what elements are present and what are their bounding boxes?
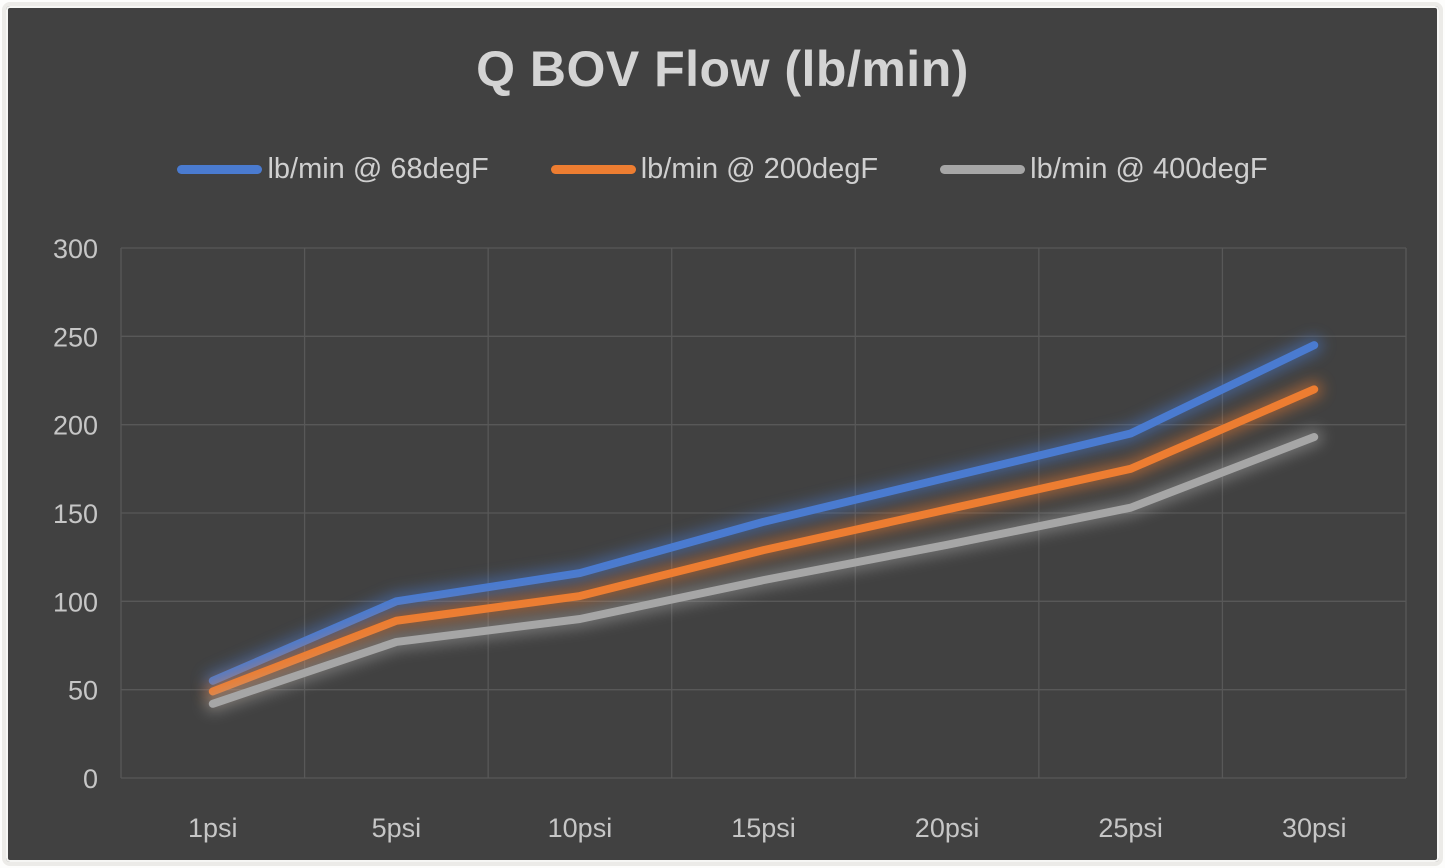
y-tick-label: 150	[53, 499, 98, 529]
x-tick-label: 15psi	[731, 813, 796, 843]
grid-layer	[120, 247, 1407, 779]
y-tick-label: 50	[68, 676, 98, 706]
y-tick-label: 0	[83, 764, 98, 794]
x-tick-label: 1psi	[188, 813, 238, 843]
y-tick-label: 300	[53, 234, 98, 264]
series-line-2	[208, 433, 1319, 708]
legend-label-200degF: lb/min @ 200degF	[640, 152, 879, 185]
y-tick-label: 200	[53, 411, 98, 441]
legend-item-400degF: lb/min @ 400degF	[940, 152, 1268, 186]
series-glow-2	[204, 428, 1323, 713]
legend-swatch-400degF	[940, 164, 1026, 174]
x-tick-label: 5psi	[372, 813, 422, 843]
series-layer	[204, 336, 1323, 713]
x-tick-label: 10psi	[548, 813, 613, 843]
series-line-0	[208, 341, 1319, 685]
legend-swatch-200degF	[550, 164, 636, 174]
chart-title: Q BOV Flow (lb/min)	[476, 41, 969, 97]
legend-item-200degF: lb/min @ 200degF	[550, 152, 879, 186]
y-tick-label: 250	[53, 322, 98, 352]
x-tick-label: 20psi	[915, 813, 980, 843]
x-tick-label: 30psi	[1282, 813, 1347, 843]
legend-label-400degF: lb/min @ 400degF	[1030, 152, 1268, 185]
series-line-1	[208, 385, 1319, 696]
axis-label-layer: 0 50 100 150 200 250 300 1psi 5psi 10psi 15psi 20ps…	[53, 234, 1347, 843]
legend-swatch-68degF	[177, 164, 263, 174]
chart-plot-area: 0 50 100 150 200 250 300 1psi 5psi 10psi 15psi 20ps…	[53, 234, 1407, 843]
legend-item-68degF: lb/min @ 68degF	[177, 152, 489, 186]
chart-legend: lb/min @ 68degF lb/min @ 200degF lb/min …	[6, 146, 1439, 192]
x-tick-label: 25psi	[1098, 813, 1163, 843]
legend-label-68degF: lb/min @ 68degF	[267, 152, 489, 185]
y-tick-label: 100	[53, 587, 98, 617]
